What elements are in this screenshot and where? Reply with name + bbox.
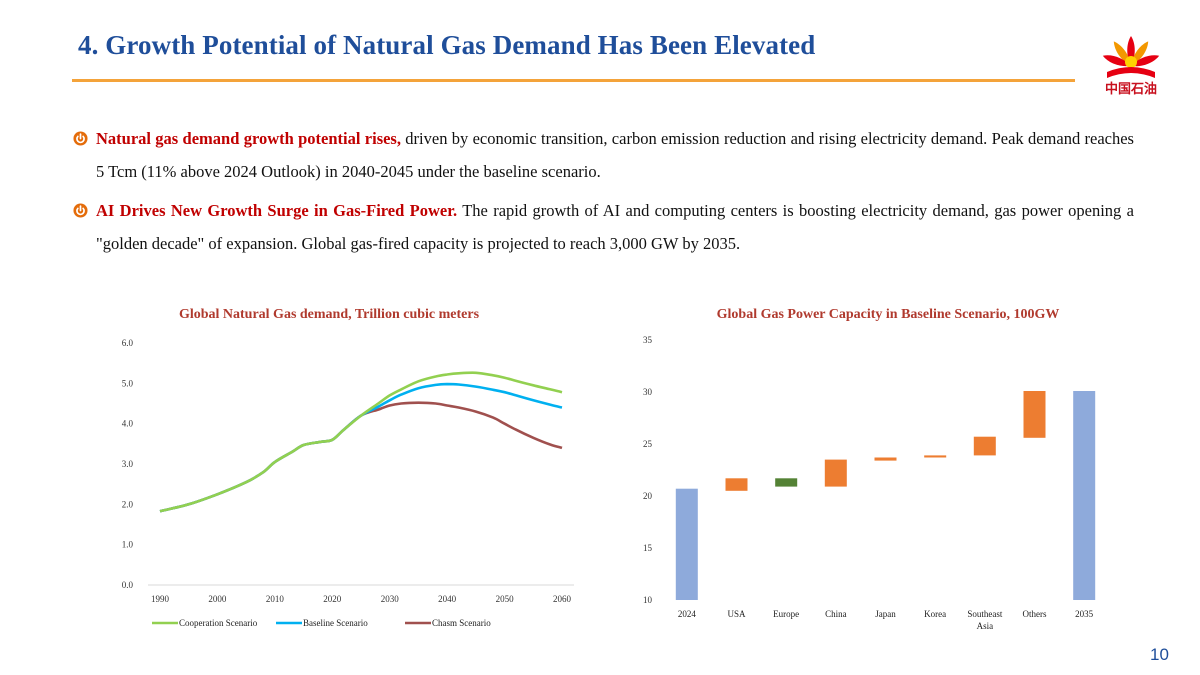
legend-label: Baseline Scenario [303,618,368,628]
x-tick-label: Europe [773,609,799,619]
chart-title: Global Natural Gas demand, Trillion cubi… [179,307,480,322]
y-tick-label: 0.0 [122,580,134,590]
y-tick-label: 30 [643,387,653,397]
legend-label: Cooperation Scenario [179,618,258,628]
x-tick-label: 2030 [381,594,400,604]
x-tick-label: 2000 [208,594,227,604]
x-tick-label: USA [727,609,746,619]
waterfall-bar-japan [875,458,897,461]
page-title: 4. Growth Potential of Natural Gas Deman… [78,30,815,61]
waterfall-bar-korea [924,455,946,457]
x-tick-label: 1990 [151,594,170,604]
chart-title: Global Gas Power Capacity in Baseline Sc… [717,307,1060,322]
x-tick-label: 2060 [553,594,572,604]
waterfall-bar-usa [726,478,748,491]
waterfall-bar-others [1024,391,1046,438]
y-tick-label: 35 [643,335,653,345]
legend-item: Cooperation Scenario [152,618,258,628]
bullet-lead: Natural gas demand growth potential rise… [96,129,401,148]
x-tick-label: 2050 [496,594,514,604]
x-tick-label: Japan [875,609,896,619]
bullet-item: AI Drives New Growth Surge in Gas-Fired … [72,194,1134,260]
x-tick-label: 2035 [1075,609,1094,619]
bullet-list: Natural gas demand growth potential rise… [72,122,1134,260]
y-tick-label: 25 [643,439,653,449]
natural-gas-demand-line-chart: Global Natural Gas demand, Trillion cubi… [100,296,600,636]
y-tick-label: 20 [643,491,653,501]
y-tick-label: 15 [643,543,653,553]
x-tick-label: Southeast Asia [967,609,1002,631]
series-line-cooperation-scenario [160,373,562,511]
waterfall-bar-2035 [1073,391,1095,600]
x-tick-label: Others [1023,609,1047,619]
legend-item: Baseline Scenario [276,618,368,628]
y-tick-label: 10 [643,595,653,605]
waterfall-bar-europe [775,478,797,486]
title-underline [72,79,1075,82]
x-tick-label: China [825,609,847,619]
page-number: 10 [1150,645,1169,665]
series-line-chasm-scenario [160,403,562,512]
waterfall-bar-2024 [676,489,698,600]
x-tick-label: 2024 [678,609,697,619]
y-tick-label: 5.0 [122,378,134,388]
x-tick-label: 2040 [438,594,457,604]
power-bullet-icon [73,131,88,146]
y-tick-label: 1.0 [122,540,134,550]
y-tick-label: 4.0 [122,419,134,429]
y-tick-label: 2.0 [122,499,134,509]
gas-power-capacity-waterfall-chart: Global Gas Power Capacity in Baseline Sc… [630,296,1130,646]
logo-text: 中国石油 [1094,78,1168,97]
bullet-lead: AI Drives New Growth Surge in Gas-Fired … [96,201,457,220]
legend-label: Chasm Scenario [432,618,491,628]
x-tick-label: 2020 [323,594,342,604]
legend-item: Chasm Scenario [405,618,491,628]
y-tick-label: 3.0 [122,459,134,469]
x-tick-label: Korea [924,609,946,619]
y-tick-label: 6.0 [122,338,134,348]
power-bullet-icon [73,203,88,218]
waterfall-bar-china [825,460,847,487]
x-tick-label: 2010 [266,594,285,604]
bullet-item: Natural gas demand growth potential rise… [72,122,1134,188]
waterfall-bar-southeast-asia [974,437,996,456]
